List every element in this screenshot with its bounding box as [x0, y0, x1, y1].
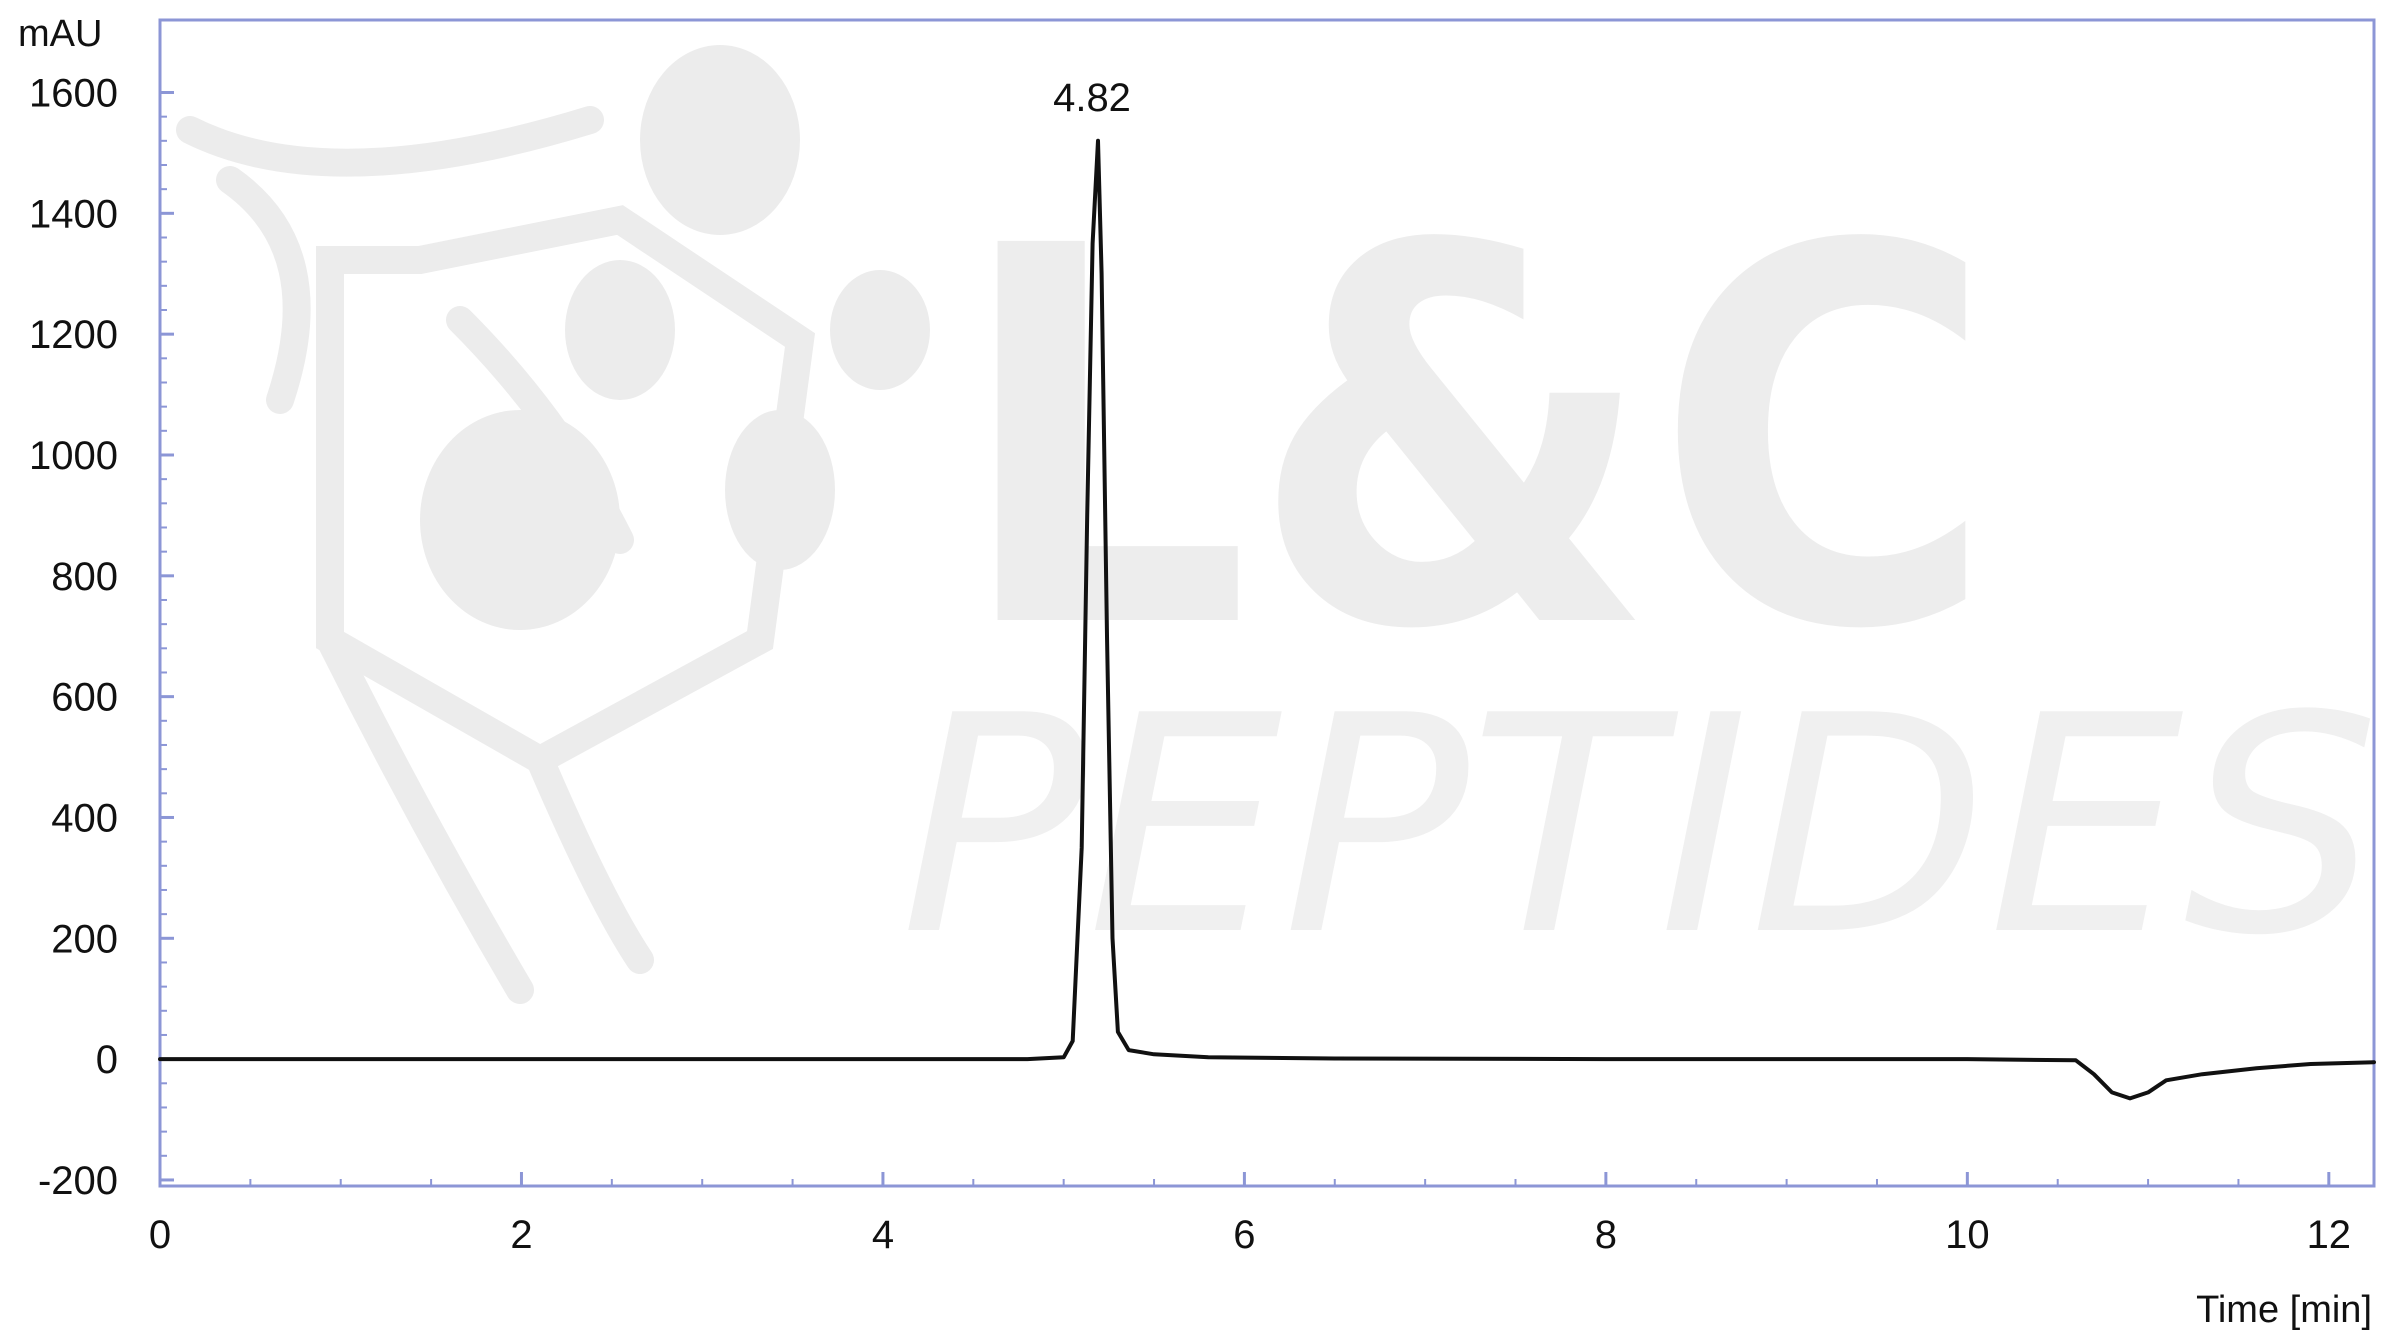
y-tick-label: 200 — [51, 917, 118, 961]
y-tick-label: 600 — [51, 676, 118, 720]
watermark-logo: L&C PEPTIDES — [176, 45, 2380, 1004]
y-tick-label: -200 — [38, 1159, 118, 1203]
x-tick-label: 6 — [1233, 1213, 1255, 1257]
x-tick-label: 8 — [1595, 1213, 1617, 1257]
plot-frame — [158, 18, 2376, 1188]
peak-label: 4.82 — [1053, 76, 1131, 120]
y-tick-label: 800 — [51, 555, 118, 599]
x-tick-label: 4 — [872, 1213, 894, 1257]
x-tick-label: 12 — [2307, 1213, 2352, 1257]
x-axis-label: Time [min] — [2196, 1289, 2372, 1331]
watermark-line2: PEPTIDES — [900, 652, 2380, 1001]
y-tick-label: 1600 — [29, 71, 118, 115]
watermark-blobs — [420, 45, 930, 630]
y-tick-label: 400 — [51, 796, 118, 840]
y-tick-label: 0 — [96, 1038, 118, 1082]
x-tick-label: 2 — [510, 1213, 532, 1257]
series-line-1 — [158, 138, 2376, 1101]
watermark-line1: L&C — [955, 137, 1995, 743]
y-tick-label: 1400 — [29, 192, 118, 236]
x-tick-label: 0 — [149, 1213, 171, 1257]
x-tick-label: 10 — [1945, 1213, 1990, 1257]
y-axis-label: mAU — [18, 13, 102, 55]
y-tick-label: 1200 — [29, 313, 118, 357]
y-tick-label: 1000 — [29, 434, 118, 478]
